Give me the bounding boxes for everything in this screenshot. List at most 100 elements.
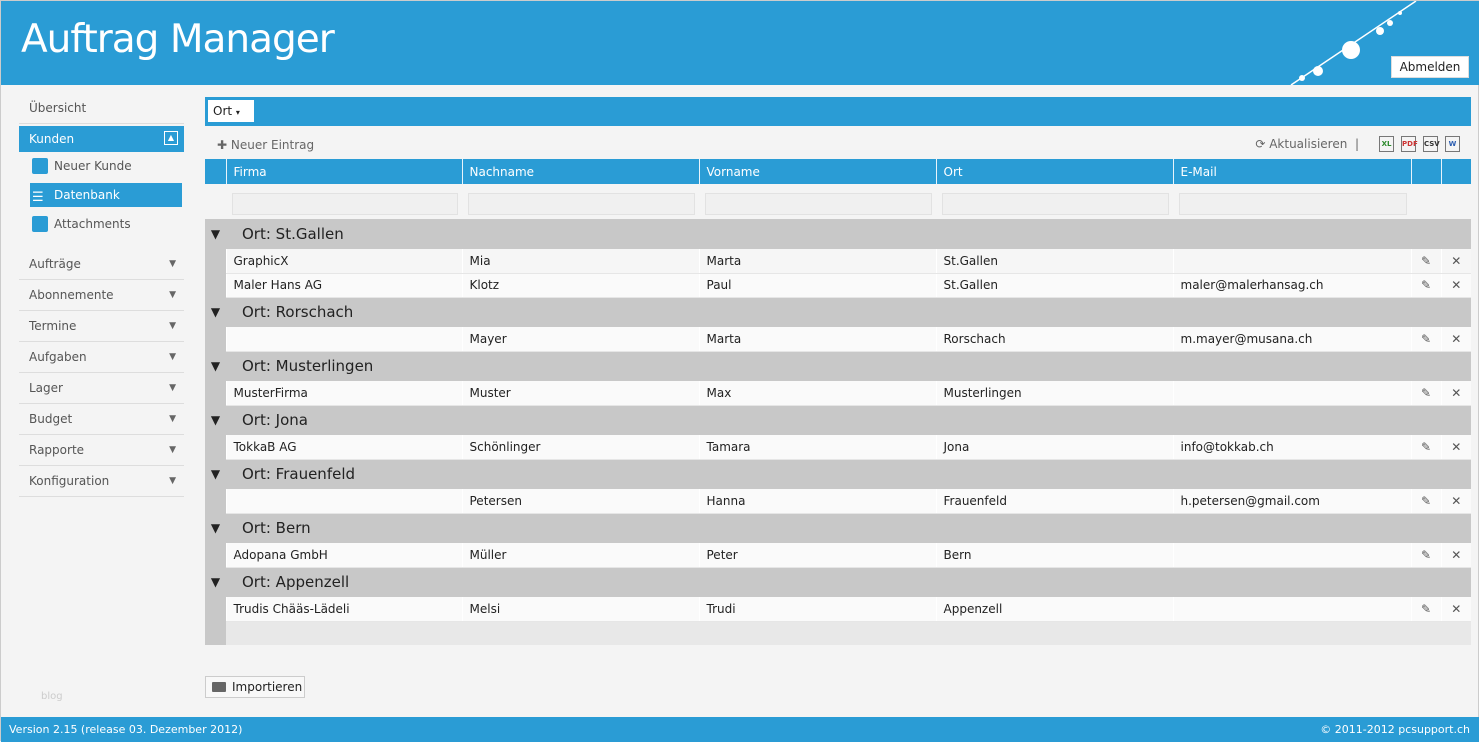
cell: Müller xyxy=(461,543,699,568)
filter-nachname[interactable] xyxy=(468,192,695,215)
cell: Klotz xyxy=(461,273,699,298)
import-button[interactable]: Importieren xyxy=(205,676,305,698)
export-csv-icon[interactable]: CSV xyxy=(1423,136,1440,152)
sidebar-sub-neuer-kunde[interactable]: Neuer Kunde xyxy=(30,152,184,181)
group-row[interactable]: ▼ Ort: St.Gallen xyxy=(205,219,1471,249)
user-add-icon xyxy=(32,158,48,174)
table-row[interactable]: TokkaB AG Schönlinger Tamara Jona info@tokka… xyxy=(205,435,1471,460)
row-gutter xyxy=(205,597,226,621)
edit-pencil-icon[interactable]: ✎ xyxy=(1410,249,1441,274)
sidebar-item-section[interactable]: Konfiguration ▼ xyxy=(19,466,184,497)
edit-pencil-icon[interactable]: ✎ xyxy=(1410,381,1441,406)
cell: Musterlingen xyxy=(935,381,1173,406)
sidebar-item-section[interactable]: Termine ▼ xyxy=(19,311,184,342)
edit-pencil-icon[interactable]: ✎ xyxy=(1410,273,1441,298)
column-header-delete xyxy=(1440,159,1471,184)
sidebar-item-kunden[interactable]: Kunden ▲ xyxy=(19,126,184,152)
cell: Petersen xyxy=(461,489,699,514)
cell: Marta xyxy=(698,327,936,352)
chevron-down-icon[interactable]: ▼ xyxy=(205,351,226,381)
chevron-down-icon[interactable]: ▼ xyxy=(205,297,226,327)
sidebar-item-overview[interactable]: Übersicht xyxy=(19,93,184,124)
group-row[interactable]: ▼ Ort: Appenzell xyxy=(205,567,1471,597)
sidebar-item-section[interactable]: Abonnemente ▼ xyxy=(19,280,184,311)
group-by-select[interactable]: Ort ▾ xyxy=(208,100,254,122)
group-row[interactable]: ▼ Ort: Bern xyxy=(205,513,1471,543)
blog-link[interactable]: blog xyxy=(41,691,63,702)
table-row[interactable]: Trudis Chääs-Lädeli Melsi Trudi Appenzell ✎ ✕ xyxy=(205,597,1471,622)
sidebar-item-section[interactable]: Aufträge ▼ xyxy=(19,249,184,280)
delete-x-icon[interactable]: ✕ xyxy=(1440,543,1471,568)
cell: St.Gallen xyxy=(935,249,1173,274)
import-label: Importieren xyxy=(232,680,303,694)
header: Auftrag Manager Abmelden xyxy=(1,1,1479,85)
table-row[interactable]: Maler Hans AG Klotz Paul St.Gallen maler@mal… xyxy=(205,273,1471,298)
group-by-bar: Ort ▾ xyxy=(205,97,1471,126)
table-row[interactable]: Adopana GmbH Müller Peter Bern ✎ ✕ xyxy=(205,543,1471,568)
table-row[interactable]: GraphicX Mia Marta St.Gallen ✎ ✕ xyxy=(205,249,1471,274)
logout-button[interactable]: Abmelden xyxy=(1391,56,1469,78)
filter-vorname[interactable] xyxy=(705,192,932,215)
sidebar-item-section[interactable]: Budget ▼ xyxy=(19,404,184,435)
column-header-ort[interactable]: Ort xyxy=(935,159,1173,184)
edit-pencil-icon[interactable]: ✎ xyxy=(1410,543,1441,568)
column-header-email[interactable]: E-Mail xyxy=(1172,159,1411,184)
group-row[interactable]: ▼ Ort: Jona xyxy=(205,405,1471,435)
cell: Rorschach xyxy=(935,327,1173,352)
export-pdf-icon[interactable]: PDF xyxy=(1401,136,1418,152)
edit-pencil-icon[interactable]: ✎ xyxy=(1410,435,1441,460)
new-entry-button[interactable]: ✚ Neuer Eintrag xyxy=(217,138,314,152)
chevron-down-icon: ▼ xyxy=(169,290,176,300)
edit-pencil-icon[interactable]: ✎ xyxy=(1410,327,1441,352)
export-word-icon[interactable]: W xyxy=(1445,136,1460,152)
sidebar-item-section[interactable]: Aufgaben ▼ xyxy=(19,342,184,373)
cell: Adopana GmbH xyxy=(225,543,462,568)
sidebar-item-label: Abonnemente xyxy=(29,288,114,302)
refresh-button[interactable]: ⟳ Aktualisieren | xyxy=(1255,137,1359,151)
group-row[interactable]: ▼ Ort: Frauenfeld xyxy=(205,459,1471,489)
edit-pencil-icon[interactable]: ✎ xyxy=(1410,489,1441,514)
filter-firma[interactable] xyxy=(232,192,458,215)
sidebar-item-section[interactable]: Rapporte ▼ xyxy=(19,435,184,466)
sidebar-item-section[interactable]: Lager ▼ xyxy=(19,373,184,404)
chevron-down-icon[interactable]: ▼ xyxy=(205,567,226,597)
chevron-down-icon[interactable]: ▼ xyxy=(205,459,226,489)
filter-ort[interactable] xyxy=(942,192,1169,215)
sidebar-sub-attachments[interactable]: Attachments xyxy=(30,210,184,239)
delete-x-icon[interactable]: ✕ xyxy=(1440,489,1471,514)
table-row[interactable]: Petersen Hanna Frauenfeld h.petersen@gmail.… xyxy=(205,489,1471,514)
sidebar-item-label: Aufgaben xyxy=(29,350,87,364)
chevron-down-icon[interactable]: ▼ xyxy=(205,405,226,435)
group-row[interactable]: ▼ Ort: Rorschach xyxy=(205,297,1471,327)
chevron-down-icon[interactable]: ▼ xyxy=(205,513,226,543)
csv-import-icon xyxy=(212,682,226,692)
cell: Trudis Chääs-Lädeli xyxy=(225,597,462,622)
chevron-down-icon: ▾ xyxy=(235,108,240,117)
delete-x-icon[interactable]: ✕ xyxy=(1440,327,1471,352)
export-excel-icon[interactable]: XL xyxy=(1379,136,1394,152)
cell: Max xyxy=(698,381,936,406)
chevron-down-icon[interactable]: ▼ xyxy=(205,219,226,249)
filter-email[interactable] xyxy=(1179,192,1407,215)
column-header-nachname[interactable]: Nachname xyxy=(461,159,699,184)
cell: Schönlinger xyxy=(461,435,699,460)
cell: Paul xyxy=(698,273,936,298)
table-row[interactable]: Mayer Marta Rorschach m.mayer@musana.ch ✎ ✕ xyxy=(205,327,1471,352)
delete-x-icon[interactable]: ✕ xyxy=(1440,249,1471,274)
column-header-vorname[interactable]: Vorname xyxy=(698,159,936,184)
group-row[interactable]: ▼ Ort: Musterlingen xyxy=(205,351,1471,381)
delete-x-icon[interactable]: ✕ xyxy=(1440,273,1471,298)
edit-pencil-icon[interactable]: ✎ xyxy=(1410,597,1441,622)
delete-x-icon[interactable]: ✕ xyxy=(1440,435,1471,460)
sidebar-item-label: Lager xyxy=(29,381,63,395)
table-row[interactable]: MusterFirma Muster Max Musterlingen ✎ ✕ xyxy=(205,381,1471,406)
collapse-icon[interactable]: ▲ xyxy=(164,131,178,145)
delete-x-icon[interactable]: ✕ xyxy=(1440,381,1471,406)
delete-x-icon[interactable]: ✕ xyxy=(1440,597,1471,622)
sidebar-item-label: Aufträge xyxy=(29,257,81,271)
refresh-icon: ⟳ xyxy=(1255,137,1266,151)
sidebar-sub-datenbank[interactable]: ☰ Datenbank xyxy=(30,183,182,207)
new-entry-label: Neuer Eintrag xyxy=(230,138,315,152)
column-header-firma[interactable]: Firma xyxy=(225,159,462,184)
decorative-dots-icon xyxy=(1290,1,1417,85)
